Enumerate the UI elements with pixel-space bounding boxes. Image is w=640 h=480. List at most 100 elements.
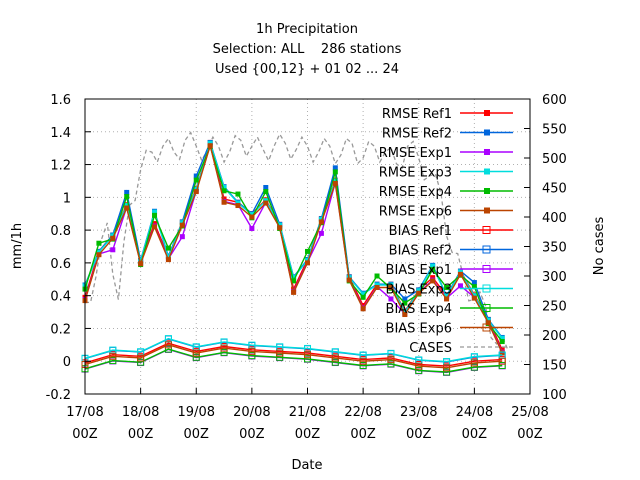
data-point xyxy=(291,275,297,281)
x-tick-label: 24/08 xyxy=(456,405,493,420)
data-point xyxy=(137,354,145,362)
data-point xyxy=(291,289,297,295)
y-tick-label: 0.4 xyxy=(50,290,71,305)
data-point xyxy=(179,222,185,228)
data-point xyxy=(415,366,423,374)
y-axis-label: mm/1h xyxy=(10,223,25,269)
x-tick-label: 00Z xyxy=(72,427,98,442)
data-point xyxy=(249,225,255,231)
data-point xyxy=(221,185,227,190)
data-point xyxy=(444,284,450,290)
data-point xyxy=(374,284,380,290)
chart-title-line-1: 1h Precipitation xyxy=(256,22,358,37)
x-tick-label: 18/08 xyxy=(122,405,159,420)
x-tick-label: 22/08 xyxy=(344,405,381,420)
data-point xyxy=(124,189,130,195)
data-point xyxy=(109,357,117,365)
y-tick-label: 1.2 xyxy=(50,159,71,174)
data-point xyxy=(332,169,338,175)
data-point xyxy=(109,352,117,360)
data-point xyxy=(110,235,116,241)
legend-label: BIAS Ref2 xyxy=(389,244,452,259)
legend-label: RMSE Exp3 xyxy=(379,166,452,181)
data-point xyxy=(263,189,269,195)
data-point xyxy=(499,335,505,341)
data-point xyxy=(138,261,144,267)
legend-label: RMSE Exp4 xyxy=(379,185,452,200)
x-tick-label: 00Z xyxy=(517,427,543,442)
legend-marker xyxy=(482,226,491,234)
x-tick-label: 25/08 xyxy=(511,405,548,420)
data-point xyxy=(360,306,366,312)
data-point xyxy=(277,225,283,231)
legend-label: CASES xyxy=(409,341,452,356)
data-point xyxy=(179,234,185,240)
x-tick-label: 19/08 xyxy=(178,405,215,420)
data-point xyxy=(305,260,310,266)
data-point xyxy=(248,347,256,355)
data-point xyxy=(207,143,213,149)
legend-label: RMSE Ref2 xyxy=(382,127,452,142)
data-point xyxy=(193,177,199,183)
data-point xyxy=(443,364,451,372)
series-line-bias-ref1 xyxy=(84,342,503,367)
data-point xyxy=(331,354,339,362)
data-point xyxy=(374,273,380,279)
data-point xyxy=(470,359,478,367)
data-point xyxy=(499,339,505,345)
legend: RMSE Ref1 RMSE Ref2 RMSE Exp1 RMSE Exp3 RMSE… xyxy=(379,107,513,356)
data-point xyxy=(192,349,200,357)
data-point xyxy=(193,173,199,179)
legend-marker xyxy=(484,149,490,155)
data-point xyxy=(430,278,436,284)
data-point xyxy=(360,291,366,297)
data-point xyxy=(193,189,199,195)
data-point xyxy=(220,348,228,356)
data-point xyxy=(498,357,506,365)
cases-layer xyxy=(84,131,509,351)
y-tick-label: 1 xyxy=(63,191,71,206)
y2-tick-label: 100 xyxy=(542,388,567,403)
legend-label: BIAS Exp3 xyxy=(386,283,452,298)
chart-title: 1h Precipitation Selection: ALL 286 stat… xyxy=(213,22,402,77)
data-point xyxy=(416,290,422,296)
y2-tick-label: 200 xyxy=(542,329,567,344)
data-point xyxy=(276,353,284,361)
legend-marker xyxy=(482,284,491,293)
data-point xyxy=(402,312,408,318)
legend-label: RMSE Exp6 xyxy=(379,205,452,220)
legend-marker xyxy=(482,245,491,254)
data-point xyxy=(318,230,324,236)
data-point xyxy=(152,224,158,230)
data-point xyxy=(124,205,130,211)
data-point xyxy=(305,248,310,254)
data-point xyxy=(96,252,102,258)
data-point xyxy=(304,355,311,363)
series-bias-exp4 xyxy=(81,345,506,376)
data-point xyxy=(457,271,463,277)
data-point xyxy=(221,188,227,194)
data-point xyxy=(152,212,158,218)
data-point xyxy=(430,266,436,272)
data-point xyxy=(346,277,352,283)
data-point xyxy=(359,357,367,365)
y2-tick-label: 550 xyxy=(542,123,567,138)
data-point xyxy=(457,283,463,289)
data-point xyxy=(332,180,338,186)
data-point xyxy=(388,296,394,302)
x-axis: 17/08 00Z 18/08 00Z 19/08 00Z 20/08 00Z 21/08 00Z… xyxy=(66,388,549,442)
data-point xyxy=(192,353,200,361)
legend-label: RMSE Exp1 xyxy=(379,146,452,161)
data-point xyxy=(471,284,477,290)
data-point xyxy=(137,358,145,366)
data-point xyxy=(331,358,339,366)
y-tick-label: 1.6 xyxy=(50,93,71,108)
x-tick-label: 20/08 xyxy=(233,405,270,420)
data-point xyxy=(402,300,408,306)
x-tick-label: 00Z xyxy=(128,427,154,442)
legend-label: BIAS Ref1 xyxy=(389,224,452,239)
data-point xyxy=(152,209,158,215)
data-point xyxy=(387,360,395,368)
data-point xyxy=(291,278,297,284)
data-point xyxy=(415,362,423,370)
